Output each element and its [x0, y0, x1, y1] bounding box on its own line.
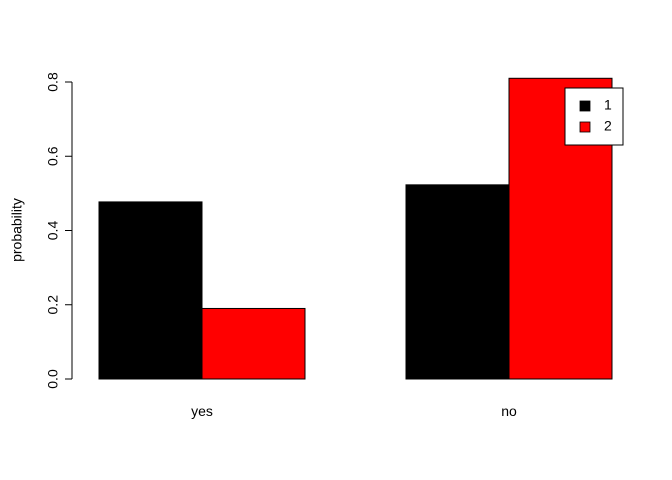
y-tick-label: 0.4	[45, 221, 61, 241]
y-tick-label: 0.8	[45, 72, 61, 92]
y-axis: 0.0 0.2 0.4 0.6 0.8	[45, 72, 73, 389]
legend-swatch-2	[579, 121, 591, 133]
y-tick-label: 0.2	[45, 295, 61, 315]
x-tick-label-no: no	[501, 403, 517, 419]
legend-label-1: 1	[604, 97, 612, 113]
legend-swatch-1	[579, 100, 591, 112]
y-tick-label: 0.6	[45, 146, 61, 166]
legend-box	[564, 87, 624, 146]
x-axis-labels: yes no	[191, 403, 517, 419]
bar-yes-series-1	[98, 201, 203, 380]
legend: 12	[564, 87, 624, 146]
bar-yes-series-2	[201, 307, 306, 380]
y-tick-label: 0.0	[45, 369, 61, 389]
y-axis-title: probability	[9, 198, 25, 262]
x-tick-label-yes: yes	[191, 403, 213, 419]
bar-no-series-1	[405, 184, 510, 380]
legend-label-2: 2	[604, 118, 612, 134]
bars	[98, 77, 613, 380]
